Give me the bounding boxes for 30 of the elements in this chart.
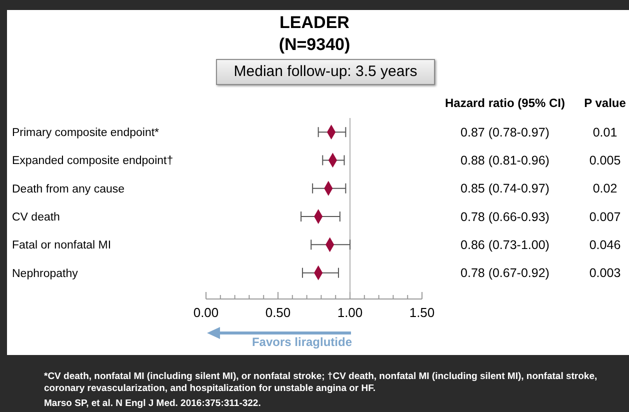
text: 0.005: [589, 154, 621, 168]
text: 0.02: [592, 182, 618, 196]
data-label: 0.78 (0.67-0.92): [460, 266, 550, 280]
y-tick-label: Primary composite endpoint*: [12, 127, 160, 140]
data-label: 0.88 (0.81-0.96): [460, 154, 550, 168]
text: 0.01: [592, 125, 618, 140]
x-tick-label: 0.00: [193, 305, 219, 320]
text: 0.007: [589, 210, 621, 224]
chart-subtitle: (N=9340): [278, 35, 352, 55]
text: *CV death, nonfatal MI (including silent MI), or nonfatal stroke; †CV death, nonfatal MI (including silent MI), nonfatal stroke, coronary revascularization, and hospitalization for unstable angina or HF.: [44, 371, 598, 395]
text: 0.046: [589, 238, 621, 252]
data-label: 0.86 (0.73-1.00): [460, 238, 550, 252]
x-tick-label: 1.50: [409, 305, 435, 320]
text: Hazard ratio (95% CI): [444, 96, 566, 110]
text: Marso SP, et al. N Engl J Med. 2016:375:311-322.: [44, 398, 262, 410]
text: P value: [583, 96, 627, 110]
y-tick-label: Nephropathy: [12, 268, 78, 280]
y-tick-label: Death from any cause: [12, 183, 125, 196]
data-label: 0.85 (0.74-0.97): [460, 182, 550, 196]
text: Favors liraglutide: [250, 335, 352, 349]
text: Median follow-up: 3.5 years: [216, 59, 435, 85]
x-tick-label: 1.00: [337, 305, 363, 320]
text: 0.003: [589, 266, 621, 280]
y-tick-label: Expanded composite endpoint†: [12, 155, 174, 168]
data-label: 0.78 (0.66-0.93): [460, 210, 550, 224]
x-tick-label: 0.50: [265, 305, 291, 320]
data-label: 0.87 (0.78-0.97): [460, 125, 550, 140]
y-tick-label: Fatal or nonfatal MI: [12, 240, 112, 252]
y-tick-label: CV death: [12, 212, 60, 224]
chart-title: LEADER: [278, 13, 350, 33]
